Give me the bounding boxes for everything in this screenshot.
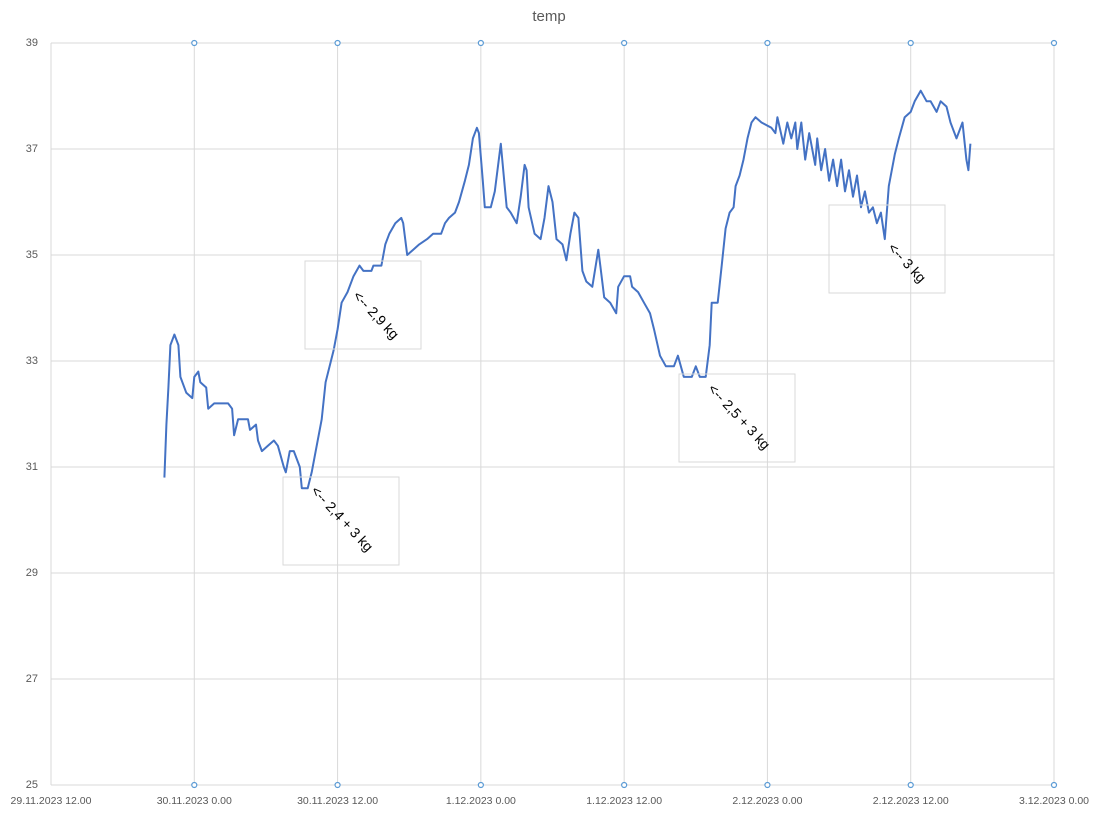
- x-tick-label: 29.11.2023 12.00: [11, 795, 92, 807]
- grid-marker: [621, 39, 628, 47]
- grid-marker: [477, 39, 484, 47]
- data-line: [163, 89, 972, 490]
- grid-marker: [191, 781, 198, 789]
- x-tick-label: 30.11.2023 12.00: [297, 795, 378, 807]
- grid-marker: [621, 781, 628, 789]
- chart-title: temp: [532, 8, 565, 25]
- x-tick-label: 2.12.2023 12.00: [873, 795, 949, 807]
- x-tick-label: 1.12.2023 12.00: [586, 795, 662, 807]
- y-tick-label: 37: [26, 143, 38, 155]
- y-tick-label: 25: [26, 779, 38, 791]
- x-tick-label: 1.12.2023 0.00: [446, 795, 516, 807]
- annotation-box: [304, 260, 422, 350]
- grid-marker: [907, 781, 914, 789]
- grid-marker: [1050, 39, 1058, 47]
- y-tick-label: 29: [26, 567, 38, 579]
- grid-marker: [334, 39, 341, 47]
- grid-marker: [334, 781, 341, 789]
- x-tick-label: 3.12.2023 0.00: [1019, 795, 1089, 807]
- annotation-box: [282, 476, 400, 566]
- grid-marker: [1050, 781, 1058, 789]
- x-tick-label: 30.11.2023 0.00: [157, 795, 232, 807]
- y-tick-label: 35: [26, 249, 38, 261]
- y-tick-label: 33: [26, 355, 38, 367]
- y-tick-label: 31: [26, 461, 38, 473]
- annotation-box: [678, 373, 796, 463]
- x-tick-label: 2.12.2023 0.00: [732, 795, 802, 807]
- annotation-box: [828, 204, 946, 294]
- y-tick-label: 39: [26, 37, 38, 49]
- grid-marker: [477, 781, 484, 789]
- y-tick-label: 27: [26, 673, 38, 685]
- grid-marker: [764, 781, 771, 789]
- grid-marker: [191, 39, 198, 47]
- grid-marker: [764, 39, 771, 47]
- grid-marker: [907, 39, 914, 47]
